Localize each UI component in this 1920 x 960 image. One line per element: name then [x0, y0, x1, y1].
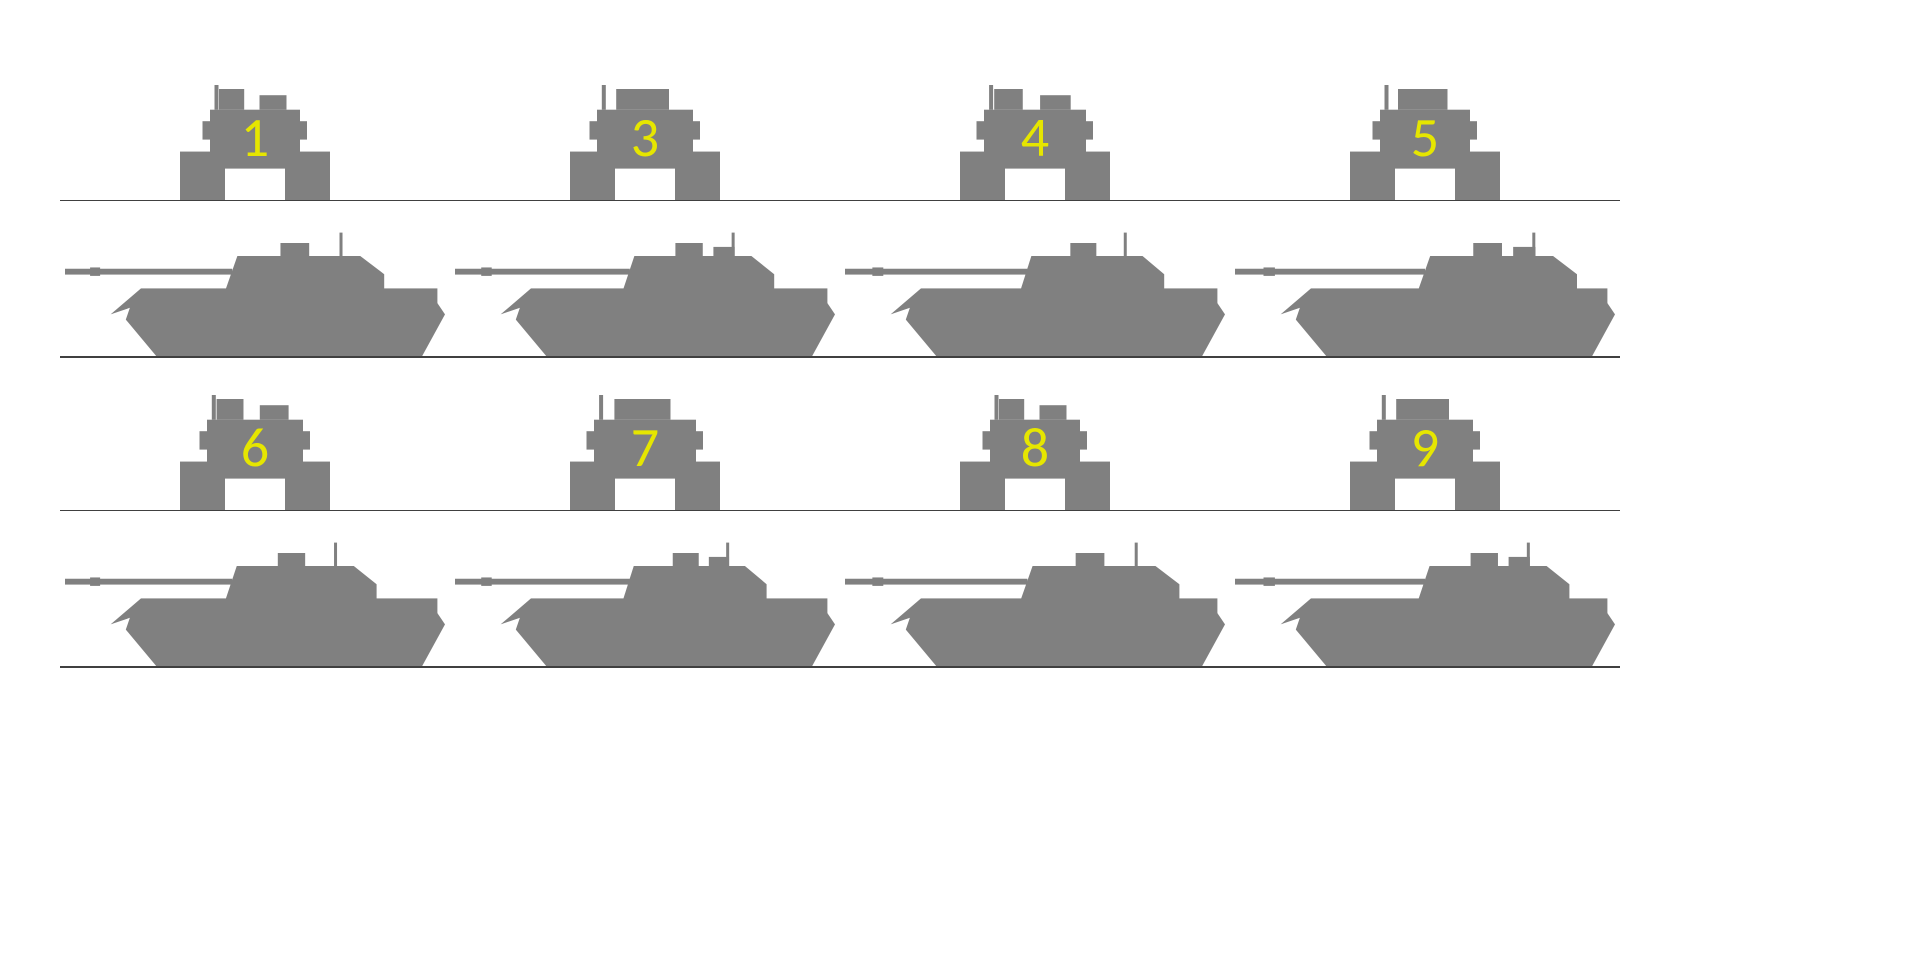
ground-line-0	[60, 200, 1620, 201]
tank-side-8	[845, 536, 1225, 666]
tank-side-5	[1235, 226, 1615, 356]
ground-line-3	[60, 666, 1620, 668]
tank-front-6	[180, 395, 330, 510]
tank-front-4	[960, 85, 1110, 200]
tank-side-3	[455, 226, 835, 356]
tank-front-7	[570, 395, 720, 510]
tank-side-4	[845, 226, 1225, 356]
ground-line-2	[60, 510, 1620, 511]
tank-side-9	[1235, 536, 1615, 666]
tank-front-9	[1350, 395, 1500, 510]
tank-front-1	[180, 85, 330, 200]
tank-front-5	[1350, 85, 1500, 200]
tank-front-3	[570, 85, 720, 200]
tank-side-7	[455, 536, 835, 666]
tank-side-6	[65, 536, 445, 666]
ground-line-1	[60, 356, 1620, 358]
tank-front-8	[960, 395, 1110, 510]
tank-comparison-diagram: 13456789	[0, 0, 1920, 960]
tank-side-1	[65, 226, 445, 356]
